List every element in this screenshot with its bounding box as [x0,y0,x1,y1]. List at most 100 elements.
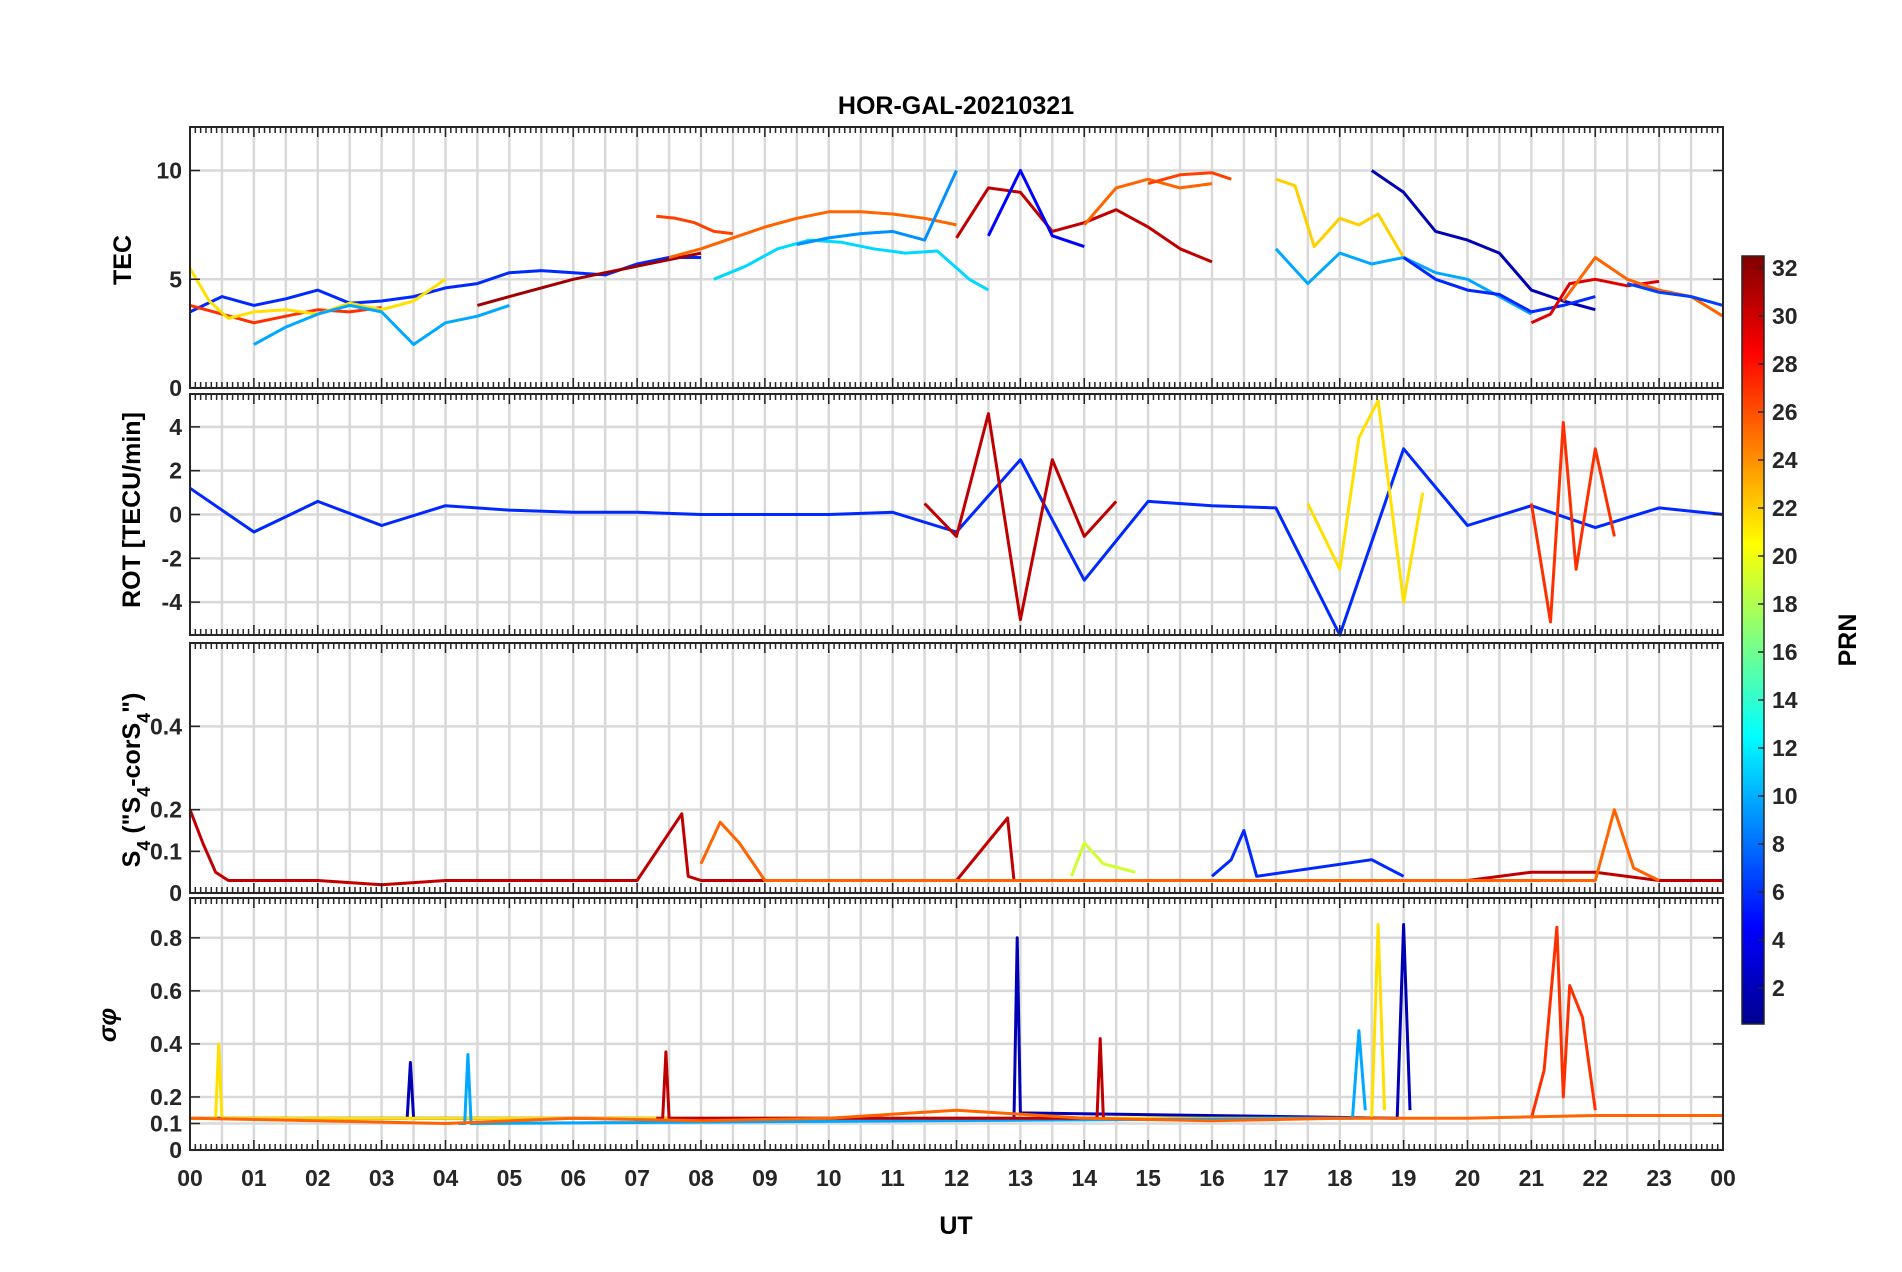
colorbar-tick-label: 16 [1772,639,1798,665]
series-prn-4 [1402,256,1596,314]
x-tick-labels: 00 01 02 03 04 05 06 07 08 09 10 11 12 13 14 15 16 17 18 19… [177,1165,1736,1191]
series-prn-25 [189,1108,1723,1125]
panel-s4: 0 0.1 0.2 0.4 [150,642,1724,906]
y-tick-label: 0.4 [150,713,182,739]
x-tick-label: 04 [433,1165,459,1191]
colorbar-tick-label: 18 [1772,591,1798,617]
y-tick-label: 0.1 [150,1110,182,1136]
colorbar-tick-label: 14 [1772,687,1798,713]
x-tick-label: 16 [1199,1165,1225,1191]
series-prn-31 [477,251,702,307]
x-tick-label: 12 [944,1165,970,1191]
colorbar-tick-label: 2 [1772,975,1785,1001]
series-prn-4 [1211,829,1405,878]
colorbar-tick-label: 10 [1772,783,1798,809]
x-tick-label: 10 [816,1165,842,1191]
y-tick-label: 0.2 [150,1084,182,1110]
series-prn-28 [1529,925,1597,1119]
series-prn-2 [1370,169,1596,312]
x-tick-label: 13 [1008,1165,1034,1191]
series-prn-12 [713,238,990,292]
x-tick-label: 00 [1710,1165,1736,1191]
ylabel-sigma-phi: σφ [94,1008,122,1042]
series-prn-21 [1275,177,1405,259]
x-tick-label: 20 [1455,1165,1481,1191]
x-tick-label: 09 [752,1165,778,1191]
colorbar-tick-label: 22 [1772,495,1798,521]
chart-title: HOR-GAL-20210321 [838,92,1074,120]
x-tick-label: 08 [688,1165,714,1191]
x-tick-label: 17 [1263,1165,1289,1191]
colorbar-tick-label: 4 [1772,927,1785,953]
x-tick-label: 06 [560,1165,586,1191]
x-tick-label: 11 [880,1165,905,1191]
ylabel-s4-part: ("S [118,797,146,841]
y-tick-label: -2 [162,545,182,571]
colorbar-tick-label: 32 [1772,255,1798,281]
series-prn-28 [1529,421,1616,624]
y-tick-label: 0.1 [150,838,182,864]
colorbar-label: PRN [1834,614,1862,667]
ylabel-tec: TEC [109,235,137,285]
panel-rot: -4 -2 0 2 4 [162,393,1724,637]
x-tick-label: 05 [497,1165,523,1191]
x-tick-label: 07 [624,1165,650,1191]
colorbar-tick-label: 6 [1772,879,1785,905]
x-axis-label: UT [939,1212,972,1240]
panel-sigma-phi: 00.10.2 0.4 0.6 0.8 [150,897,1724,1163]
series-prn-25 [699,808,1660,882]
colorbar-tick-label: 30 [1772,303,1798,329]
series-prn-3 [987,169,1085,249]
colorbar-tick-label: 24 [1772,447,1798,473]
series-prn-9 [796,169,958,246]
ylabel-s4-part: S [118,851,146,868]
x-tick-label: 00 [177,1165,203,1191]
y-tick-label: 0 [169,880,182,906]
series-prn-25 [1083,177,1213,226]
series-prn-20 [188,267,447,320]
colorbar-gradient [1741,255,1765,1025]
y-tick-label: 4 [169,414,182,440]
ylabel-s4-part: 4 [134,713,154,723]
series-prn-18 [1070,841,1136,877]
x-tick-label: 22 [1582,1165,1608,1191]
series-prn-10 [253,303,510,346]
ylabel-s4: S4 ("S4-corS4") [118,693,154,868]
y-tick-label: 0.4 [150,1031,182,1057]
colorbar-tick-label: 8 [1772,831,1785,857]
x-tick-label: 23 [1646,1165,1672,1191]
y-tick-label: 0.8 [150,925,182,951]
y-tick-label: 0 [169,502,182,528]
x-tick-label: 19 [1391,1165,1417,1191]
series-prn-25 [668,210,957,259]
colorbar-tick-label: 26 [1772,399,1798,425]
series-prn-2 [190,923,1412,1120]
y-tick-label: 0 [169,375,182,401]
colorbar-tick-label: 12 [1772,735,1798,761]
ylabel-s4-part: 4 [134,841,154,851]
y-tick-label: 0.6 [150,978,182,1004]
y-tick-label: 0 [169,1137,182,1163]
series-prn-30 [656,1037,1105,1120]
colorbar-tick-label: 28 [1772,351,1798,377]
ylabel-s4-part: ") [118,693,146,713]
series-prn-27 [656,214,734,236]
x-tick-label: 01 [241,1165,267,1191]
x-tick-label: 14 [1071,1165,1097,1191]
x-tick-label: 15 [1135,1165,1161,1191]
panel-tec: 0 5 10 [156,126,1724,401]
y-tick-label: 5 [169,266,182,292]
series-prn-25 [1562,256,1724,318]
x-tick-label: 21 [1519,1165,1545,1191]
ylabel-rot: ROT [TECU/min] [118,412,146,608]
series-prn-27 [1147,171,1232,186]
y-tick-label: 0.2 [150,797,182,823]
series-prn-30 [923,412,1118,622]
y-tick-label: 2 [169,458,182,484]
ylabel-s4-part: -corS [118,723,146,787]
x-tick-label: 03 [369,1165,395,1191]
colorbar-tick-label: 20 [1772,543,1798,569]
x-tick-label: 02 [305,1165,331,1191]
